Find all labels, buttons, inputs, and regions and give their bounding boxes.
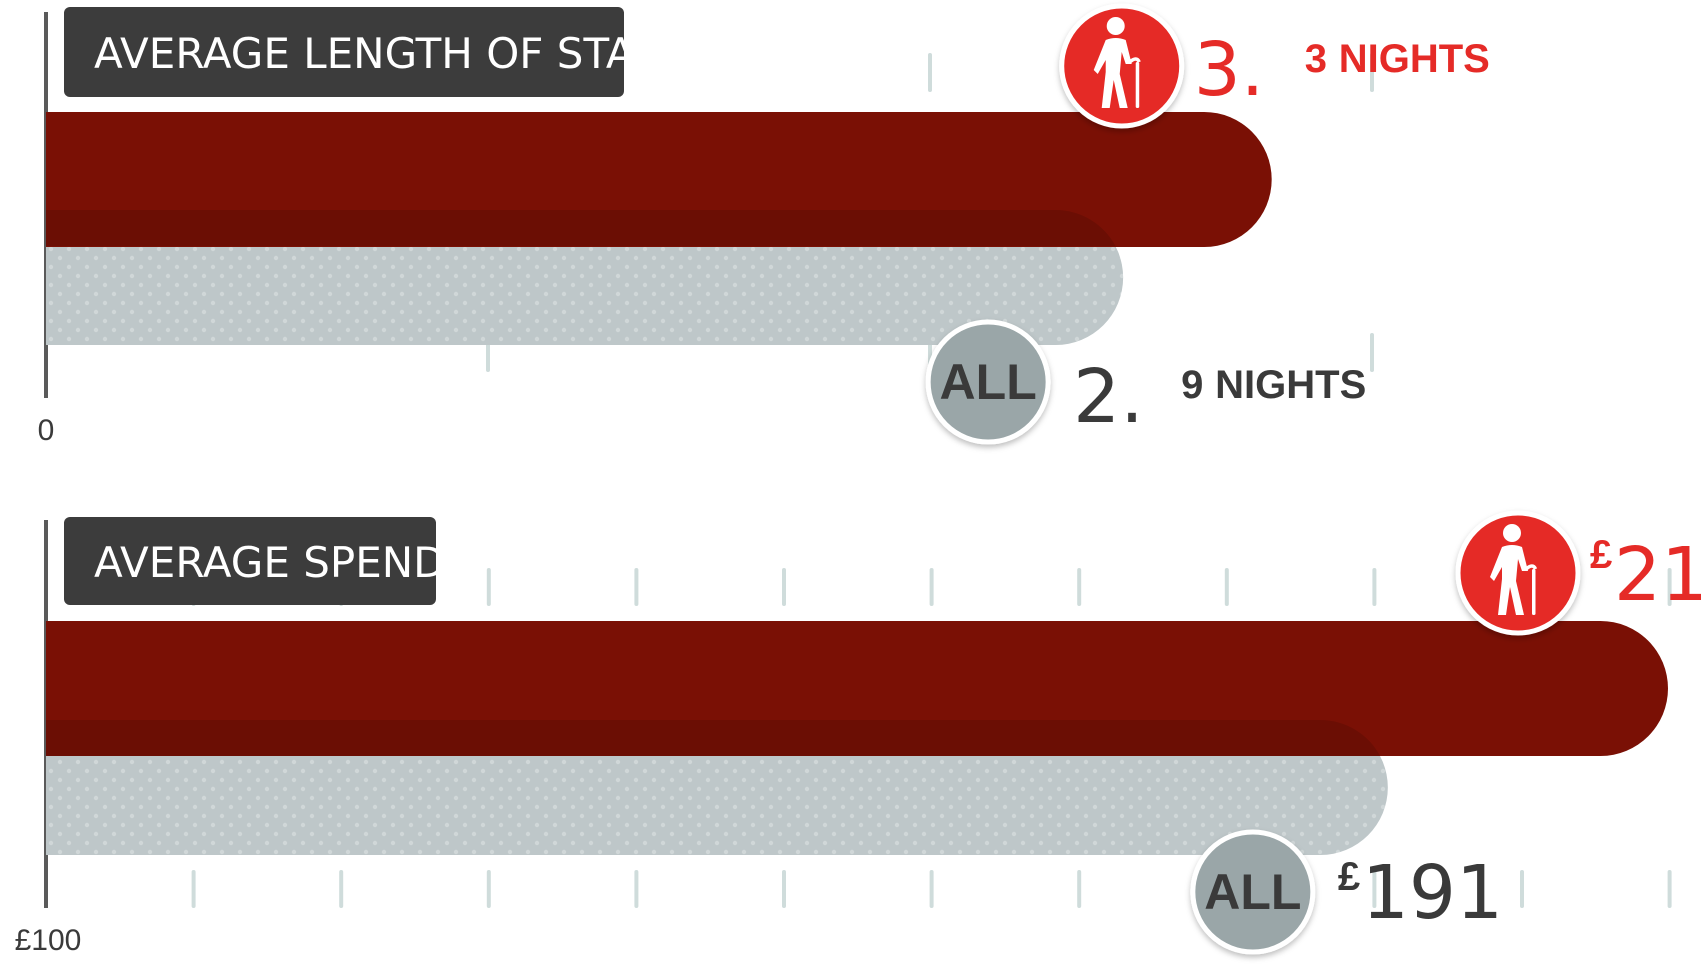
average-spend-panel: AVERAGE SPEND £100 £ 210 — [15, 510, 1701, 957]
senior-badge — [1059, 3, 1185, 129]
bar-senior — [46, 112, 1272, 247]
all-value-label: £ 191 — [1338, 850, 1503, 936]
value-main: 210 — [1614, 532, 1701, 618]
all-badge: ALL — [925, 319, 1051, 445]
senior-value-label: £ 210 — [1590, 532, 1701, 618]
chart-title: AVERAGE SPEND — [94, 538, 446, 587]
value-unit: NIGHTS — [1339, 37, 1490, 81]
bar-overlap-shade — [46, 210, 1116, 246]
value-currency: £ — [1338, 855, 1360, 899]
senior-value-label: 3. 3 NIGHTS — [1194, 27, 1490, 113]
chart-title-box — [64, 517, 436, 605]
person-with-cane-icon — [1093, 17, 1141, 108]
all-badge-label: ALL — [1204, 864, 1301, 920]
bar-senior — [46, 621, 1668, 756]
value-main: 2. — [1073, 354, 1144, 440]
chart-title: AVERAGE LENGTH OF STAY — [94, 29, 657, 78]
value-currency: £ — [1590, 533, 1612, 577]
senior-badge — [1455, 510, 1581, 636]
person-with-cane-icon — [1490, 524, 1538, 615]
length-of-stay-panel: AVERAGE LENGTH OF STAY 0 3. 3 NIGHTS — [38, 3, 1490, 447]
bar-overlap-shade — [46, 720, 1381, 756]
all-value-label: 2. 9 NIGHTS — [1073, 354, 1366, 440]
axis-min-label: 0 — [38, 414, 55, 447]
chart-title-box — [64, 7, 624, 97]
value-unit: NIGHTS — [1215, 363, 1366, 407]
all-badge-label: ALL — [940, 354, 1037, 410]
value-main: 3. — [1194, 27, 1265, 113]
value-main: 191 — [1362, 850, 1503, 936]
value-superscript: 9 — [1181, 363, 1203, 407]
value-superscript: 3 — [1305, 37, 1327, 81]
axis-min-label: £100 — [15, 924, 82, 957]
all-badge: ALL — [1190, 829, 1316, 955]
